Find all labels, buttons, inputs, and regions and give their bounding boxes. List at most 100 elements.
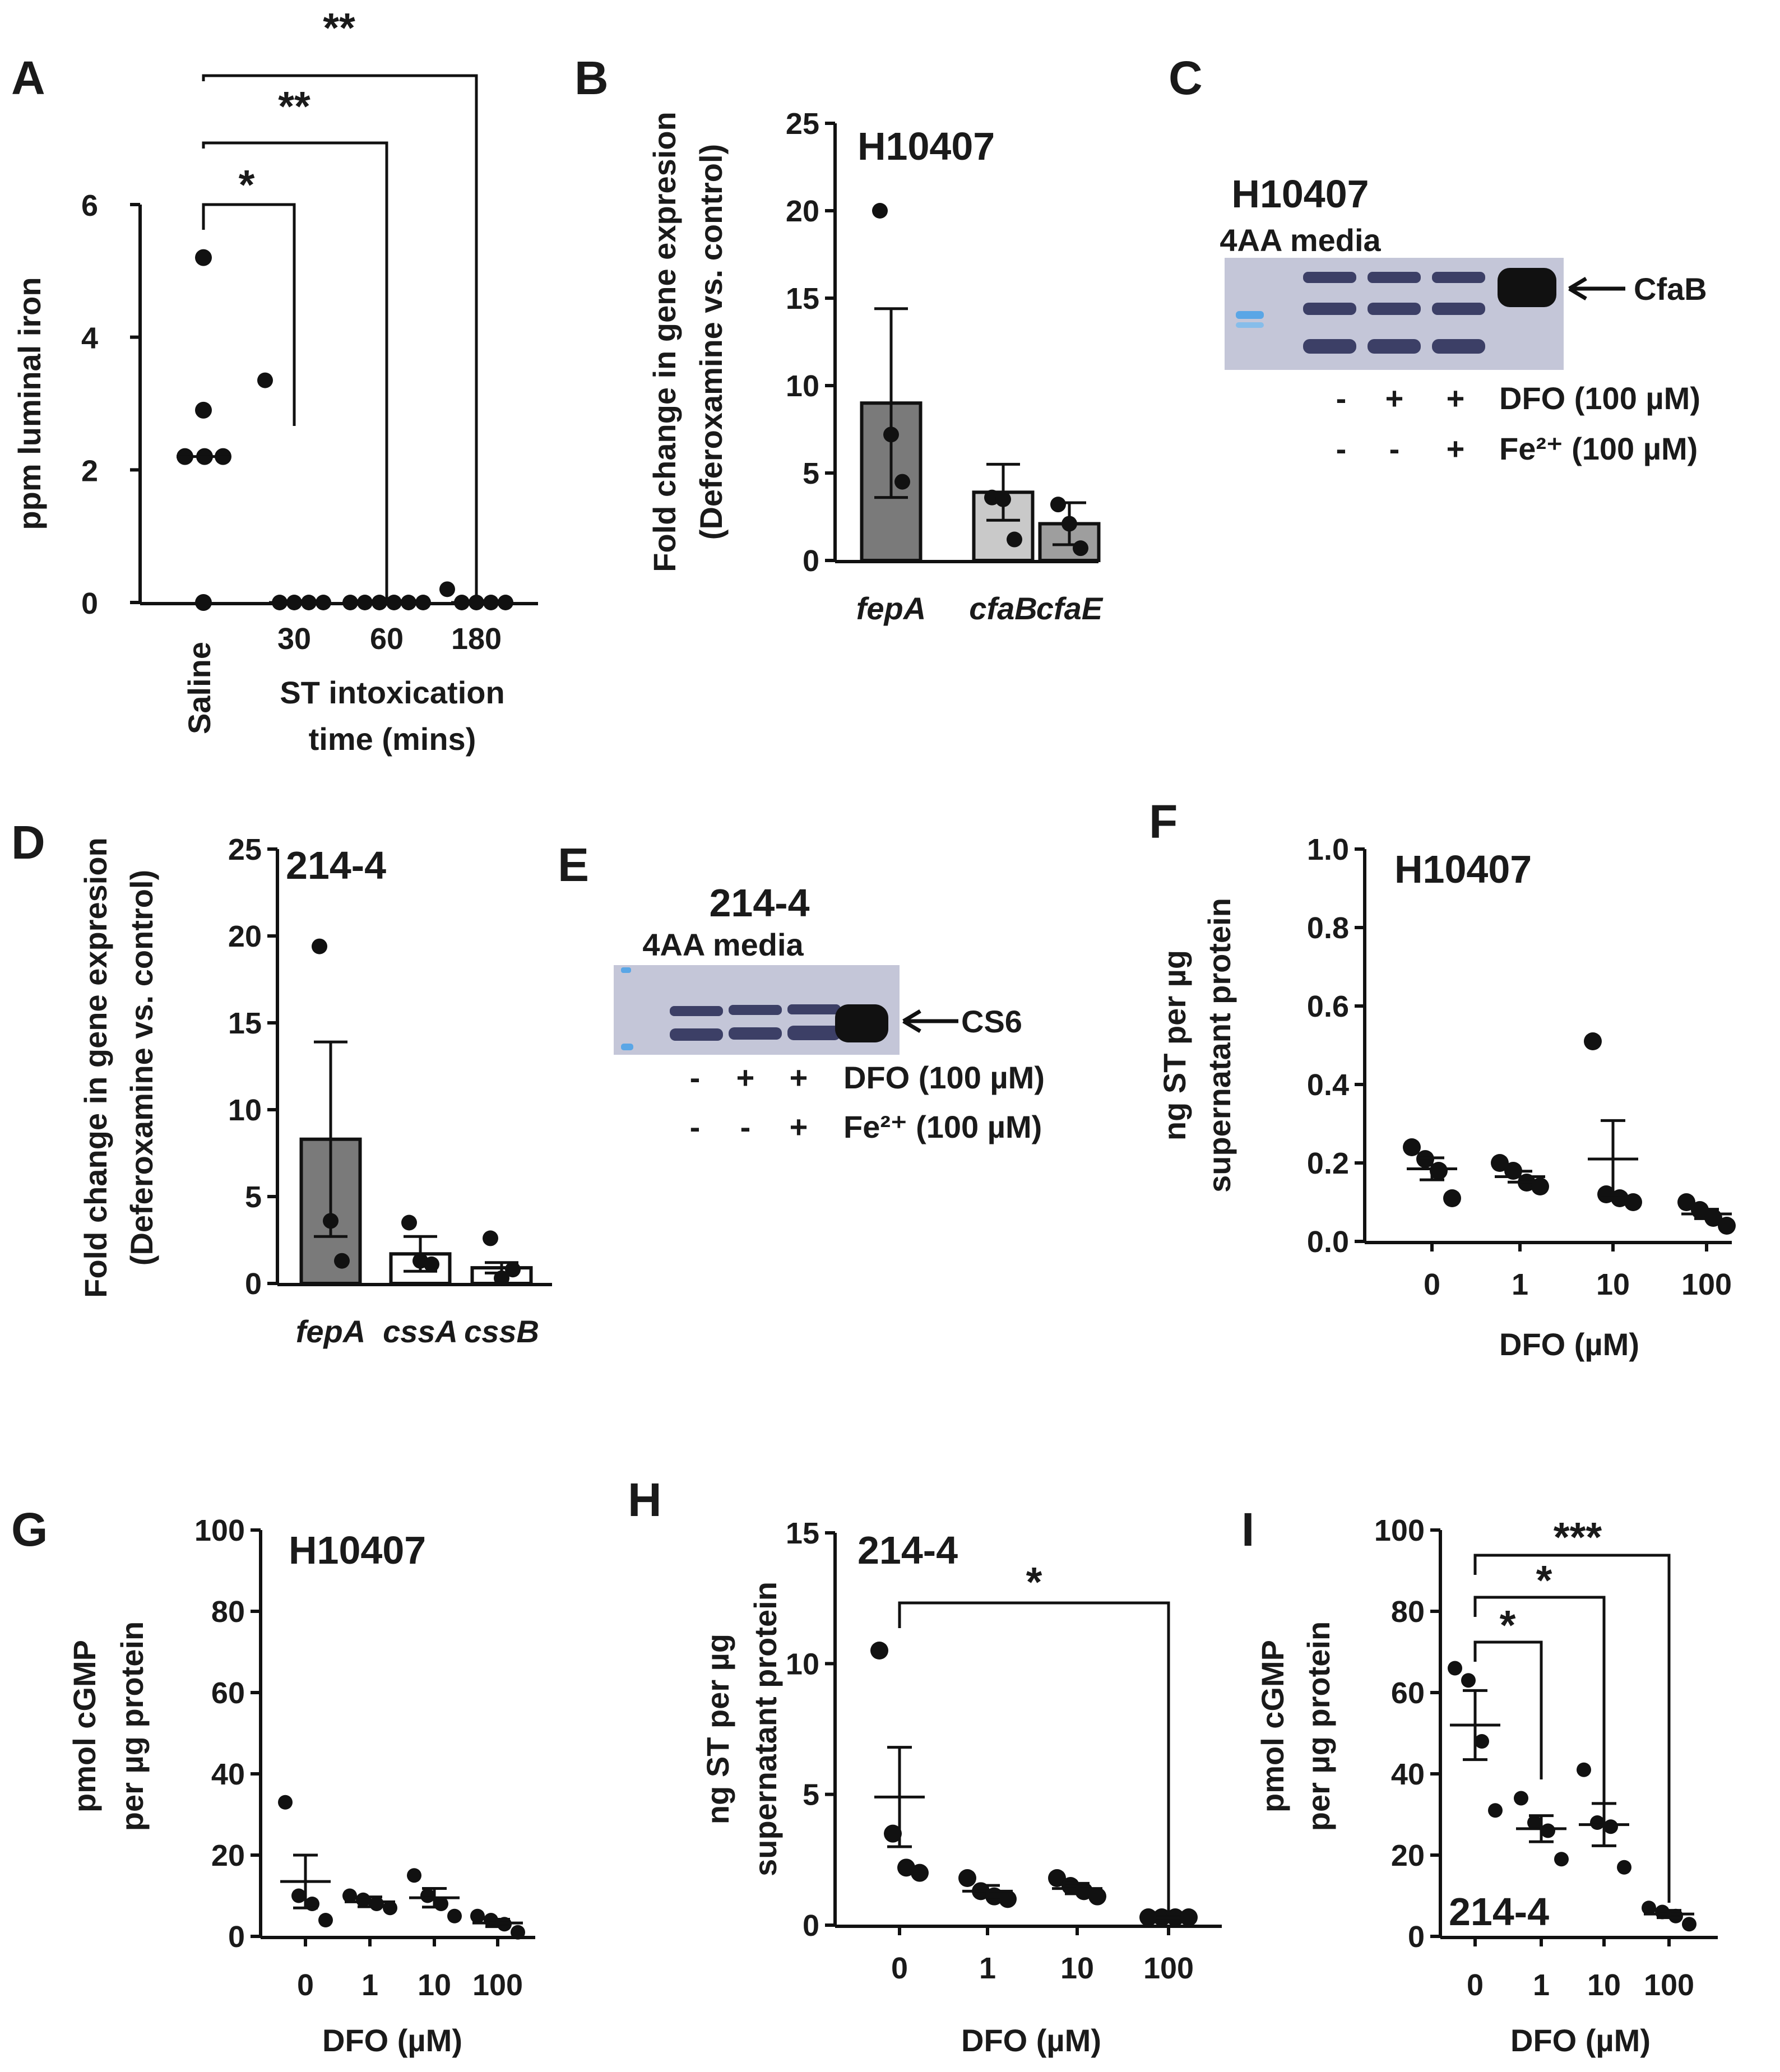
y-tick-label: 80 xyxy=(211,1595,245,1629)
data-point xyxy=(1088,1887,1106,1906)
data-point xyxy=(1007,531,1022,548)
y-tick-label: 10 xyxy=(786,1647,819,1681)
data-point xyxy=(1577,1762,1591,1777)
data-point xyxy=(1531,1178,1549,1195)
x-tick-label: fepA xyxy=(856,591,926,626)
x-tick-label: Saline xyxy=(182,642,217,734)
data-point xyxy=(498,595,513,610)
data-point xyxy=(447,1908,462,1923)
y-tick-label: 0 xyxy=(1408,1920,1425,1954)
data-point xyxy=(1430,1162,1448,1180)
data-point xyxy=(1584,1032,1602,1050)
blot-media: 4AA media xyxy=(642,927,804,962)
data-point xyxy=(1491,1154,1509,1172)
y-tick-label: 6 xyxy=(81,189,98,223)
x-axis-title: DFO (µM) xyxy=(322,2023,462,2058)
x-tick-label: 0 xyxy=(1424,1268,1440,1301)
lane-2 xyxy=(1368,272,1421,354)
y-tick-label: 5 xyxy=(803,457,819,490)
panel-letter: G xyxy=(11,1503,48,1556)
significance-label: *** xyxy=(1554,1514,1602,1560)
data-point xyxy=(278,1795,293,1810)
x-axis-title: time (mins) xyxy=(309,721,476,757)
y-tick-label: 15 xyxy=(786,1517,819,1550)
panel-letter: H xyxy=(628,1473,662,1526)
x-axis-title: DFO (µM) xyxy=(1499,1327,1639,1362)
data-point xyxy=(1541,1823,1555,1838)
data-point xyxy=(958,1869,976,1887)
ladder-band xyxy=(1236,311,1264,319)
y-tick-label: 25 xyxy=(786,107,819,141)
lane-3 xyxy=(1432,272,1485,354)
y-axis-title: per µg protein xyxy=(114,1621,150,1832)
panel-letter: A xyxy=(11,52,45,104)
band-label: CfaB xyxy=(1634,271,1707,307)
y-tick-label: 5 xyxy=(803,1778,819,1812)
data-point xyxy=(1554,1852,1569,1867)
data-point xyxy=(470,1908,485,1923)
x-tick-label: 10 xyxy=(418,1968,451,2002)
x-tick-label: 60 xyxy=(370,622,404,656)
treatment-mark: + xyxy=(1385,381,1404,416)
y-tick-label: 0 xyxy=(81,587,98,620)
treatment-row: - - + Fe²⁺ (100 µM) xyxy=(690,1109,1042,1144)
y-tick-label: 40 xyxy=(211,1758,245,1791)
data-point xyxy=(494,1270,509,1286)
data-point xyxy=(334,1253,350,1269)
y-tick-label: 15 xyxy=(786,282,819,316)
panel-letter: I xyxy=(1241,1503,1254,1556)
x-tick-label: 0 xyxy=(891,1952,908,1985)
lane-2 xyxy=(729,1005,782,1040)
chart-title: 214-4 xyxy=(1449,1890,1549,1934)
y-tick-label: 15 xyxy=(228,1007,262,1040)
y-tick-label: 0.0 xyxy=(1307,1225,1349,1259)
treatment-mark: - xyxy=(690,1109,701,1144)
y-tick-label: 60 xyxy=(211,1676,245,1710)
significance-label: * xyxy=(1500,1602,1516,1648)
treatment-mark: - xyxy=(740,1109,751,1144)
treatment-label: DFO (100 µM) xyxy=(1499,381,1700,416)
chart-title: H10407 xyxy=(1394,847,1532,891)
y-tick-label: 1.0 xyxy=(1307,833,1349,866)
significance-bracket xyxy=(1473,1554,1671,1903)
data-point xyxy=(1655,1904,1670,1920)
blot-media: 4AA media xyxy=(1220,223,1381,258)
panel-letter: B xyxy=(574,52,609,104)
x-tick-label: cssA xyxy=(383,1314,458,1349)
data-point xyxy=(257,372,273,388)
x-tick-label: 0 xyxy=(1467,1968,1484,2002)
y-axis-title: Fold change in gene expresion xyxy=(647,112,682,572)
y-axis-title: Fold change in gene expresion xyxy=(78,837,113,1298)
data-point xyxy=(195,401,212,419)
y-tick-label: 0 xyxy=(803,544,819,578)
data-point xyxy=(195,249,212,266)
data-point xyxy=(356,1892,370,1907)
y-tick-label: 20 xyxy=(1391,1839,1425,1872)
data-point xyxy=(999,1890,1017,1908)
data-point xyxy=(401,1215,417,1231)
data-point xyxy=(1443,1189,1461,1207)
blot-title: H10407 xyxy=(1231,172,1369,216)
data-point xyxy=(1403,1138,1421,1156)
panel-letter: F xyxy=(1149,795,1178,848)
treatment-mark: + xyxy=(1447,381,1465,416)
ladder-band xyxy=(621,1044,633,1050)
y-tick-label: 5 xyxy=(245,1180,262,1214)
x-tick-label: 100 xyxy=(472,1968,523,2002)
y-tick-label: 0.2 xyxy=(1307,1147,1349,1180)
data-point xyxy=(407,1868,421,1883)
data-point xyxy=(894,474,910,490)
ladder-band xyxy=(1236,322,1264,328)
x-axis-title: DFO (µM) xyxy=(961,2023,1101,2058)
y-tick-label: 25 xyxy=(228,833,262,866)
x-tick-label: 100 xyxy=(1143,1952,1194,1985)
data-point xyxy=(342,1888,357,1903)
arrow-icon xyxy=(1568,276,1625,301)
x-tick-label: 0 xyxy=(297,1968,314,2002)
y-tick-label: 0 xyxy=(245,1267,262,1301)
x-tick-label: 100 xyxy=(1681,1268,1732,1301)
data-point xyxy=(1617,1860,1631,1875)
y-tick-label: 0.8 xyxy=(1307,911,1349,945)
